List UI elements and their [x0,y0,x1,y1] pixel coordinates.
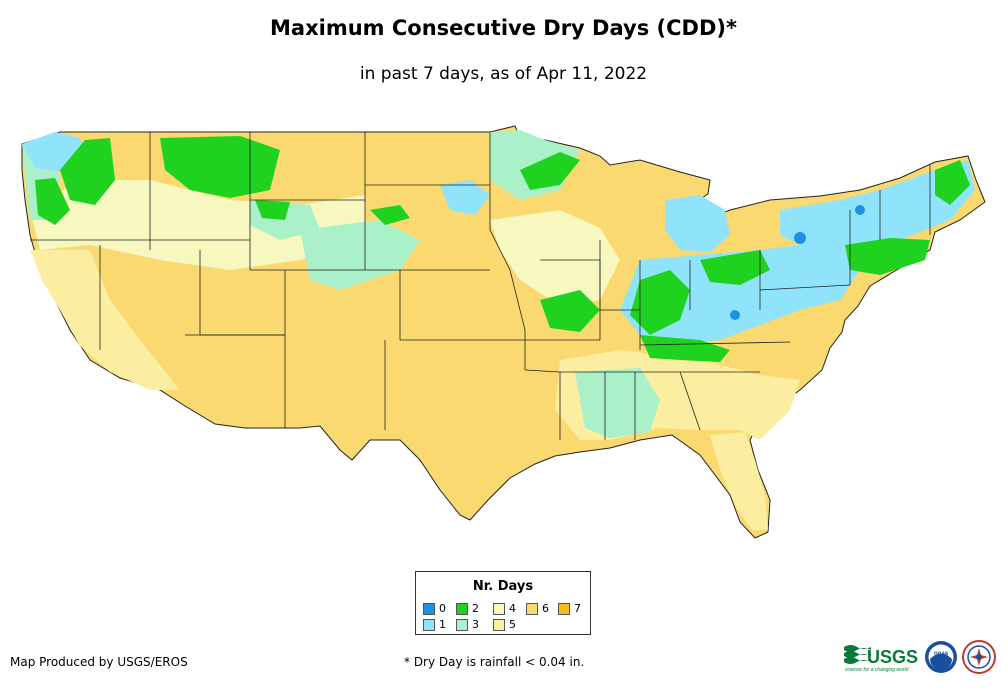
dry-day-note: * Dry Day is rainfall < 0.04 in. [404,655,585,669]
zone-2-missouri [540,290,600,332]
zone-1-northeast [780,160,975,250]
nws-logo [962,640,996,674]
map-title: Maximum Consecutive Dry Days (CDD)* [270,16,737,40]
zone-2-sd [370,205,410,225]
legend-item-2: 2 [456,602,479,615]
state-borders [30,132,931,440]
zone-0-spot-1 [794,232,806,244]
legend-swatch-1 [423,618,435,631]
cdd-map [21,125,986,539]
zone-2-maine [935,160,970,205]
zone-2-oregon-coast [35,178,70,225]
legend-swatch-2 [456,602,468,615]
zone-1-michigan [665,195,730,252]
legend-item-7: 7 [558,602,581,615]
map-subtitle: in past 7 days, as of Apr 11, 2022 [359,64,648,84]
legend-swatch-6 [526,602,538,615]
zone-2-minnesota [520,152,580,190]
legend-item-6: 6 [526,602,549,615]
legend-swatch-3 [456,618,468,631]
legend-item-1: 1 [423,618,446,631]
zone-3-plains [300,220,420,290]
usgs-logo: USGS science for a changing world [844,645,918,673]
legend-item-0: 0 [423,602,446,615]
zone-2-appalachia [700,250,770,285]
zone-0-spot-2 [730,310,740,320]
zone-1-dakota [440,180,490,215]
legend: Nr. Days 0 1 2 3 4 5 6 7 [415,571,591,635]
zone-2-ohio [630,270,690,335]
legend-title: Nr. Days [472,579,534,594]
map-credit: Map Produced by USGS/EROS [10,655,188,669]
legend-item-3: 3 [456,618,479,631]
legend-swatch-5 [493,618,505,631]
legend-swatch-4 [493,602,505,615]
zone-3-deep-south [575,368,660,438]
svg-text:noaa: noaa [934,651,949,657]
zone-2-wyoming [255,200,290,220]
zone-4-midwest [490,210,620,306]
zone-2-tennessee [640,335,730,362]
svg-text:science for a changing world: science for a changing world [845,667,909,673]
zone-5-florida [710,432,768,530]
zone-0-spot-3 [855,205,865,215]
legend-item-4: 4 [493,602,516,615]
legend-item-5: 5 [493,618,516,631]
legend-swatch-0 [423,602,435,615]
zone-4-northwest [30,180,365,270]
svg-text:USGS: USGS [867,647,918,667]
legend-swatch-7 [558,602,570,615]
zone-5-pacific [30,250,180,390]
zone-2-idaho [60,138,115,205]
noaa-logo: noaa [925,641,957,673]
zone-2-mid-atlantic [845,238,930,275]
